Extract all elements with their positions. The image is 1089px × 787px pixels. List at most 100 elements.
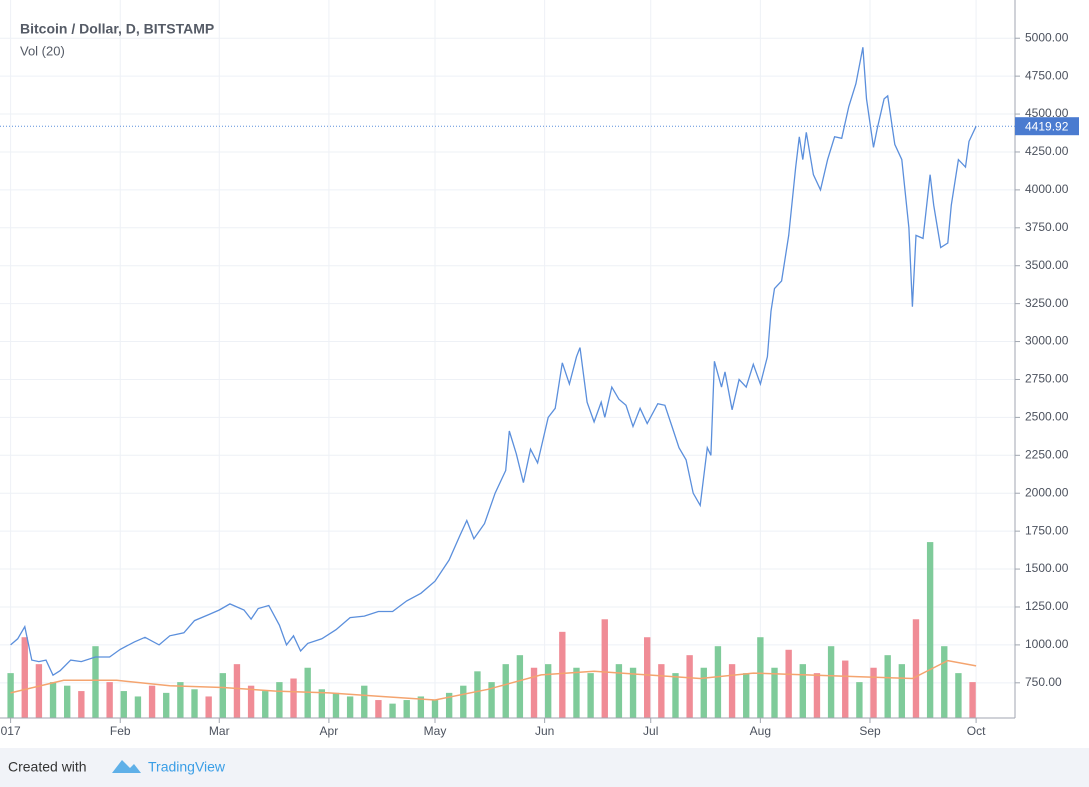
volume-bar: [460, 685, 467, 718]
volume-bar: [346, 696, 354, 718]
y-tick-label: 2000.00: [1025, 485, 1069, 499]
volume-bar: [318, 689, 326, 718]
footer-text: Created with: [8, 759, 87, 775]
volume-bar: [474, 671, 481, 718]
volume-bar: [332, 692, 340, 718]
volume-bar: [898, 664, 906, 718]
volume-bar: [403, 700, 410, 718]
x-tick-label: May: [424, 724, 447, 738]
volume-bar: [233, 664, 241, 718]
x-tick-label: Jul: [643, 724, 658, 738]
volume-bar: [417, 696, 425, 718]
volume-bar: [629, 667, 637, 718]
y-tick-label: 2500.00: [1025, 410, 1069, 424]
volume-bar: [785, 649, 792, 718]
volume-bar: [290, 678, 297, 718]
volume-bar: [120, 691, 127, 718]
volume-ma: [10, 659, 977, 701]
volume-bar: [544, 664, 552, 718]
chart-title: Bitcoin / Dollar, D, BITSTAMP: [20, 21, 214, 37]
volume-bar: [870, 667, 877, 718]
volume-bar: [955, 673, 962, 718]
last-price-label: 4419.92: [1025, 119, 1069, 133]
volume-bar: [856, 682, 863, 718]
volume-bar: [771, 667, 778, 718]
volume-bar: [573, 667, 580, 718]
volume-bar: [941, 646, 948, 718]
y-tick-label: 4500.00: [1025, 106, 1069, 120]
volume-bar: [912, 619, 920, 718]
volume-bar: [757, 637, 764, 718]
volume-bar: [7, 673, 14, 718]
y-tick-label: 750.00: [1025, 675, 1062, 689]
volume-bar: [615, 664, 623, 718]
y-tick-label: 4250.00: [1025, 144, 1069, 158]
volume-bar: [21, 637, 28, 718]
x-tick-label: Jun: [535, 724, 554, 738]
volume-bar: [658, 664, 665, 718]
y-tick-label: 3000.00: [1025, 334, 1069, 348]
volume-bar: [247, 685, 255, 718]
volume-bar: [728, 664, 736, 718]
y-tick-label: 1250.00: [1025, 599, 1069, 613]
volume-bar: [78, 691, 85, 718]
y-tick-label: 1750.00: [1025, 523, 1069, 537]
y-tick-label: 3500.00: [1025, 258, 1069, 272]
volume-bar: [134, 696, 142, 718]
volume-bar: [163, 692, 170, 718]
y-tick-label: 1500.00: [1025, 561, 1069, 575]
volume-bar: [445, 692, 453, 718]
plot-area: [0, 0, 1015, 718]
volume-bar: [926, 542, 934, 718]
volume-bar: [644, 637, 651, 718]
volume-bar: [431, 700, 439, 718]
volume-bar: [389, 703, 396, 718]
volume-bar: [205, 696, 212, 718]
volume-bar: [672, 673, 679, 718]
volume-bar: [92, 646, 99, 718]
volume-bar: [799, 664, 806, 718]
x-tick-label: Feb: [110, 724, 131, 738]
volume-bar: [700, 667, 707, 718]
volume-bar: [827, 646, 835, 718]
volume-bar: [191, 689, 198, 718]
volume-bar: [587, 673, 594, 718]
y-tick-label: 2250.00: [1025, 447, 1069, 461]
volume-bar: [969, 682, 976, 718]
volume-bar: [686, 655, 693, 718]
volume-bar: [276, 682, 283, 718]
volume-bar: [177, 682, 184, 718]
x-tick-label: Oct: [967, 724, 986, 738]
volume-bar: [219, 673, 226, 718]
y-tick-label: 2750.00: [1025, 372, 1069, 386]
volume-bar: [35, 664, 43, 718]
volume-bar: [64, 685, 71, 718]
volume-bar: [516, 655, 524, 718]
y-tick-label: 5000.00: [1025, 30, 1069, 44]
volume-bar: [813, 673, 821, 718]
volume-bar: [106, 682, 113, 718]
volume-bar: [601, 619, 608, 718]
footer-brand[interactable]: TradingView: [148, 759, 226, 775]
volume-bar: [714, 646, 722, 718]
volume-bar: [502, 664, 509, 718]
y-tick-label: 3750.00: [1025, 220, 1069, 234]
x-tick-label: Apr: [320, 724, 339, 738]
volume-bar: [842, 660, 849, 718]
volume-bar: [488, 682, 495, 718]
footer: [0, 748, 1089, 787]
volume-bar: [375, 700, 382, 718]
x-tick-label: Aug: [750, 724, 771, 738]
x-tick-label: Sep: [859, 724, 881, 738]
y-tick-label: 1000.00: [1025, 637, 1069, 651]
y-tick-label: 4000.00: [1025, 182, 1069, 196]
x-tick-label: Mar: [209, 724, 230, 738]
y-tick-label: 3250.00: [1025, 296, 1069, 310]
logo: [112, 760, 141, 773]
volume-bar: [884, 655, 891, 718]
volume-bar: [262, 691, 269, 718]
y-tick-label: 4750.00: [1025, 68, 1069, 82]
volume-bar: [559, 631, 566, 718]
price-line: [10, 47, 977, 677]
